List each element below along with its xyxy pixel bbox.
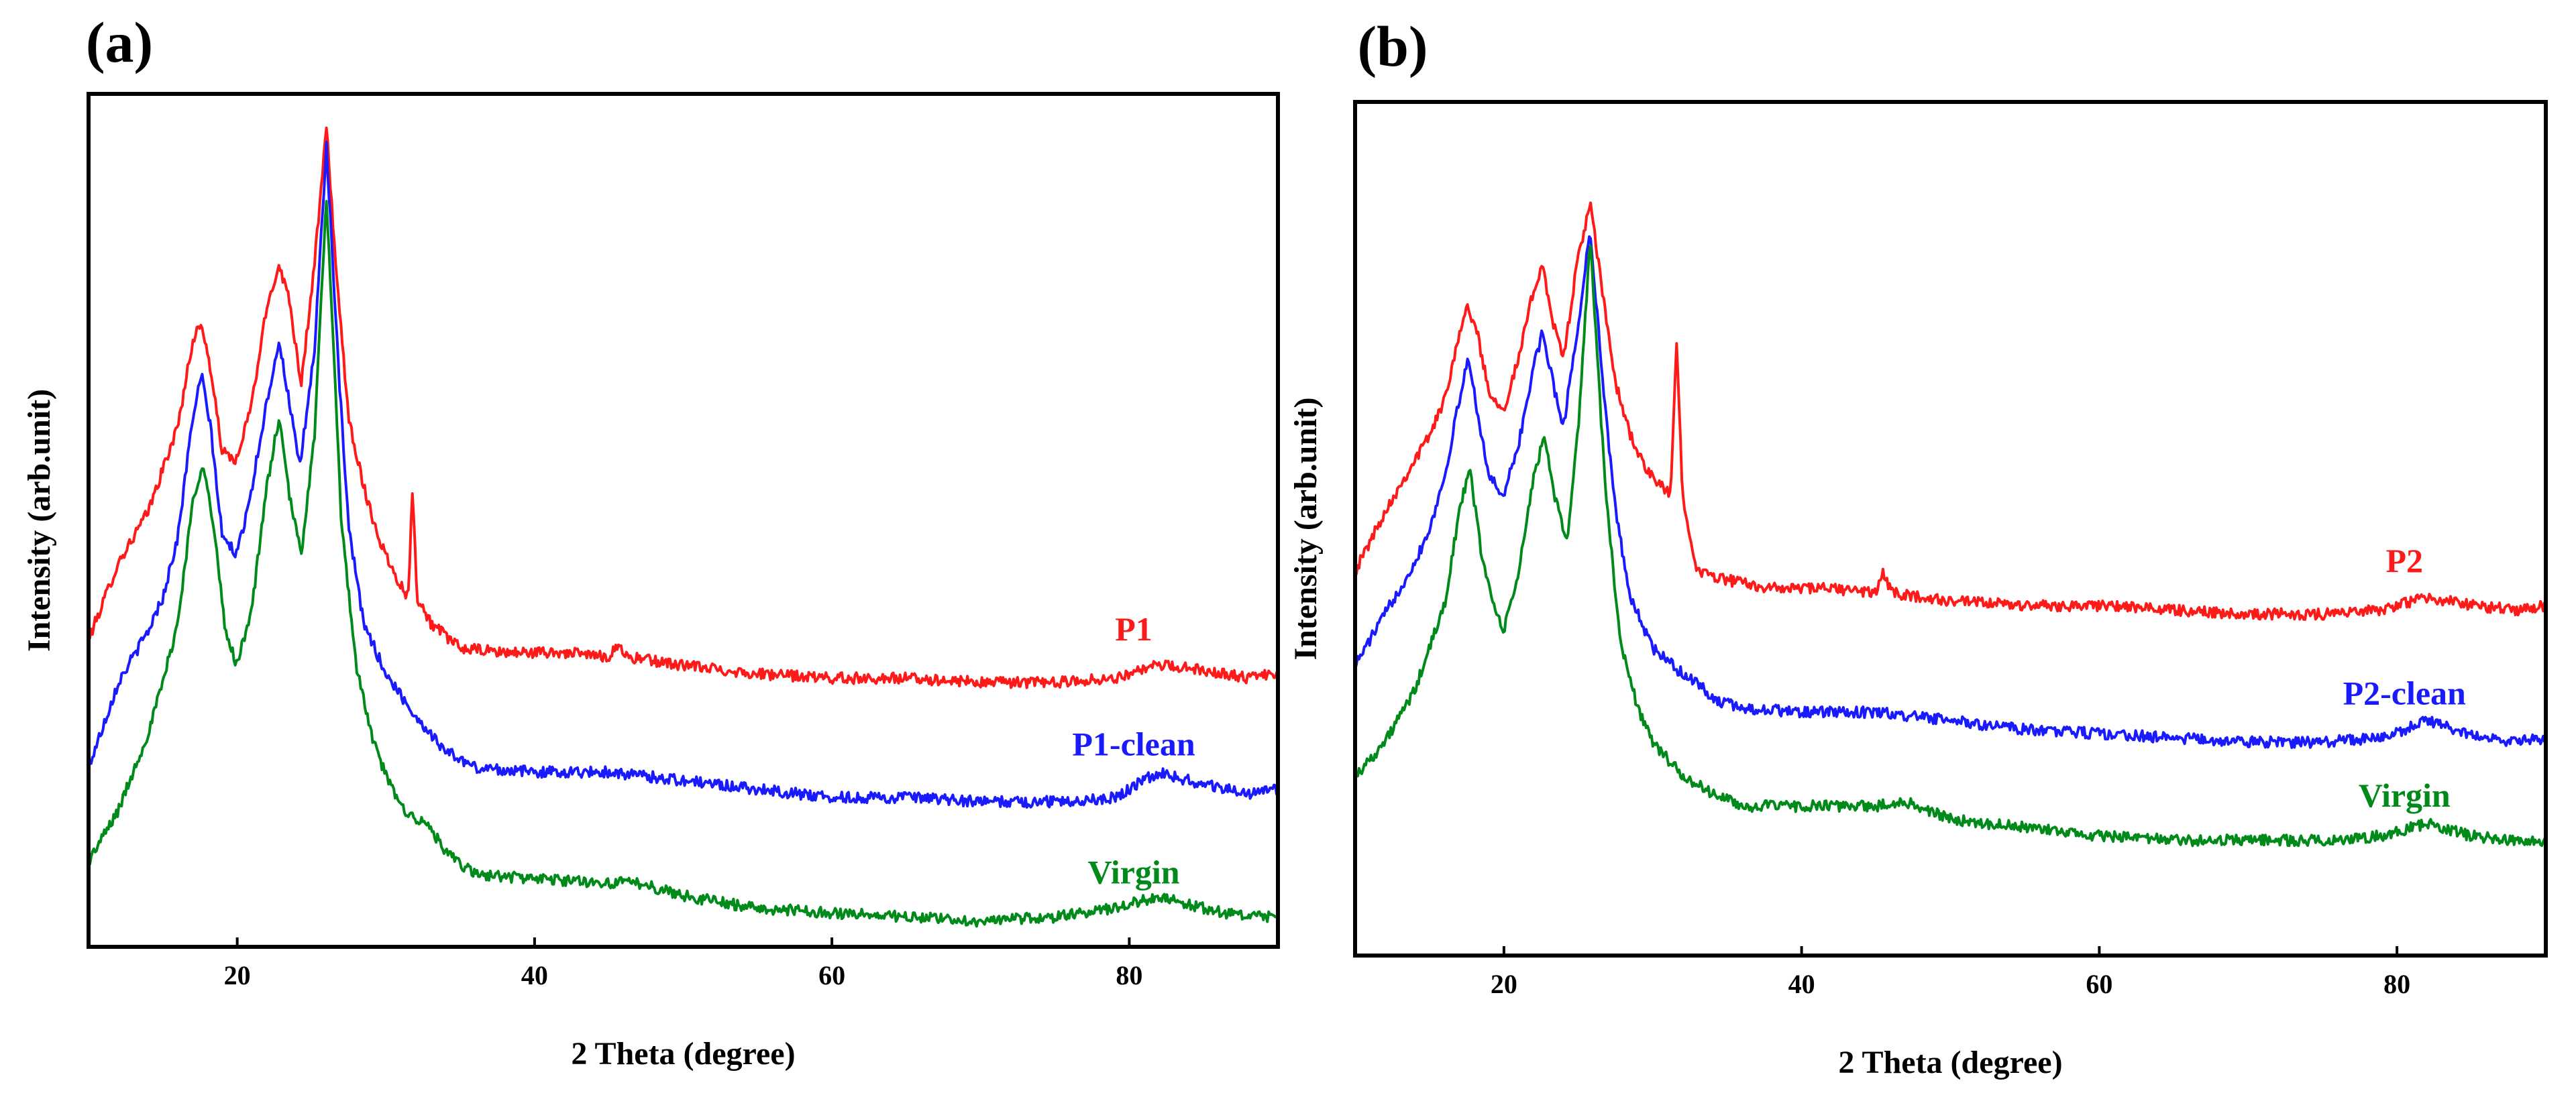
panel-label: (b)	[1357, 14, 1428, 78]
series-label: P2-clean	[2343, 674, 2466, 711]
x-tick-label: 40	[1788, 969, 1815, 999]
series-line-virgin	[89, 200, 1278, 928]
y-axis-title: Intensity (arb.unit)	[1288, 397, 1324, 660]
series-label: Virgin	[2359, 776, 2451, 814]
series-label: P1	[1115, 610, 1152, 648]
series-line-p2-clean	[1355, 235, 2546, 749]
series-group	[89, 126, 1278, 928]
series-line-virgin	[1355, 245, 2546, 848]
plot-frame	[1353, 100, 2548, 958]
x-tick-label: 20	[1491, 969, 1517, 999]
series-group	[1355, 201, 2546, 848]
series-label: Virgin	[1088, 853, 1180, 890]
x-axis-title: 2 Theta (degree)	[571, 1036, 795, 1072]
x-tick-label: 40	[521, 960, 548, 990]
x-tick-label: 20	[224, 960, 251, 990]
series-line-p2	[1355, 201, 2546, 621]
chart-panel-a: (a) P1 P1-clean Virgin 20 40 60 80 2 Theta (degr…	[21, 10, 1280, 1072]
y-axis-title: Intensity (arb.unit)	[21, 389, 57, 652]
chart-panel-b: (b) P2 P2-clean Virgin 20 40 60 80 2 Theta (degr…	[1288, 14, 2548, 1080]
series-line-p1	[89, 126, 1278, 689]
series-label: P1-clean	[1072, 726, 1195, 763]
x-tick-label: 60	[818, 960, 845, 990]
x-tick-label: 60	[2086, 969, 2112, 999]
series-line-p1-clean	[89, 140, 1278, 809]
x-axis-title: 2 Theta (degree)	[1838, 1045, 2062, 1080]
x-tick-label: 80	[2383, 969, 2410, 999]
panel-label: (a)	[86, 10, 153, 74]
x-tick-label: 80	[1116, 960, 1142, 990]
plot-frame	[87, 92, 1280, 949]
series-label: P2	[2385, 542, 2423, 579]
